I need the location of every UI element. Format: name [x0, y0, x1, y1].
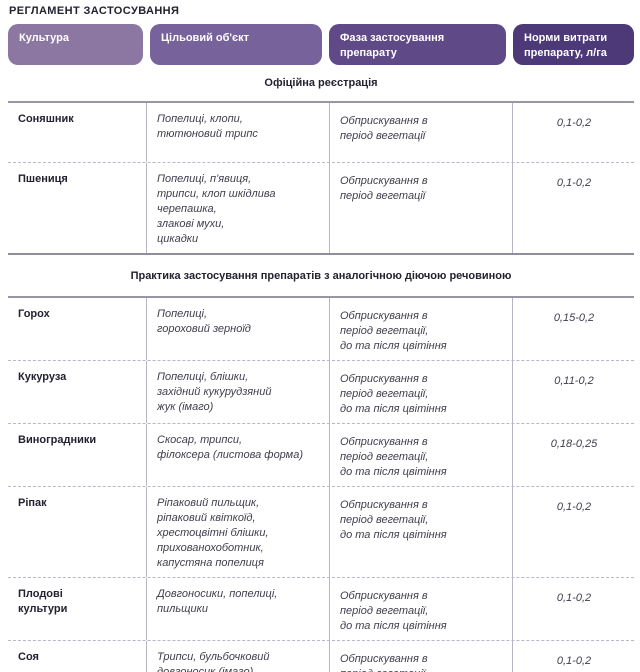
phase-cell: Обприскування в період вегетації, до та …: [330, 424, 513, 486]
crop-cell: Кукуруза: [8, 361, 147, 423]
crop-cell: Ріпак: [8, 487, 147, 577]
phase-cell: Обприскування в період вегетації, до та …: [330, 298, 513, 360]
phase-cell: Обприскування в період вегетації: [330, 641, 513, 672]
table-column-headers: Культура Цільовий об'єкт Фаза застосуван…: [8, 24, 634, 65]
phase-cell: Обприскування в період вегетації, до та …: [330, 487, 513, 577]
practice-table: Горох Попелиці, гороховий зерноїд Обприс…: [8, 296, 634, 672]
target-cell: Ріпаковий пильщик, ріпаковий квіткоїд, х…: [147, 487, 330, 577]
target-cell: Довгоносики, попелиці, пильщики: [147, 578, 330, 640]
rate-cell: 0,1-0,2: [556, 592, 592, 604]
section-heading-practice: Практика застосування препаратів з анало…: [130, 270, 512, 282]
table-row: Плодові культури Довгоносики, попелиці, …: [8, 578, 634, 641]
target-cell: Попелиці, блішки, західний кукурудзяний …: [147, 361, 330, 423]
phase-cell: Обприскування в період вегетації, до та …: [330, 361, 513, 423]
table-row: Кукуруза Попелиці, блішки, західний куку…: [8, 361, 634, 424]
rate-cell: 0,1-0,2: [556, 117, 592, 129]
column-header-crop: Культура: [8, 24, 143, 65]
rate-cell: 0,18-0,25: [550, 438, 598, 450]
crop-cell: Горох: [8, 298, 147, 360]
column-header-phase: Фаза застосування препарату: [329, 24, 506, 65]
target-cell: Попелиці, гороховий зерноїд: [147, 298, 330, 360]
column-header-target: Цільовий об'єкт: [150, 24, 322, 65]
crop-cell: Соя: [8, 641, 147, 672]
table-row: Соняшник Попелиці, клопи, тютюновий трип…: [8, 103, 634, 163]
phase-cell: Обприскування в період вегетації: [330, 103, 513, 162]
page-title: РЕГЛАМЕНТ ЗАСТОСУВАННЯ: [9, 5, 180, 17]
phase-cell: Обприскування в період вегетації, до та …: [330, 578, 513, 640]
table-row: Соя Трипси, бульбочковий довгоносик (іма…: [8, 641, 634, 672]
rate-cell: 0,1-0,2: [556, 501, 592, 513]
table-row: Горох Попелиці, гороховий зерноїд Обприс…: [8, 298, 634, 361]
section-heading-official: Офіційна реєстрація: [264, 77, 378, 89]
rate-cell: 0,15-0,2: [553, 312, 595, 324]
target-cell: Попелиці, клопи, тютюновий трипс: [147, 103, 330, 162]
crop-cell: Плодові культури: [8, 578, 147, 640]
target-cell: Попелиці, п'явиця, трипси, клоп шкідлива…: [147, 163, 330, 253]
table-row: Пшениця Попелиці, п'явиця, трипси, клоп …: [8, 163, 634, 253]
column-header-rate: Норми витрати препарату, л/га: [513, 24, 634, 65]
official-registration-table: Соняшник Попелиці, клопи, тютюновий трип…: [8, 101, 634, 255]
crop-cell: Пшениця: [8, 163, 147, 253]
crop-cell: Виноградники: [8, 424, 147, 486]
phase-cell: Обприскування в період вегетації: [330, 163, 513, 253]
crop-cell: Соняшник: [8, 103, 147, 162]
table-row: Виноградники Скосар, трипси, філоксера (…: [8, 424, 634, 487]
table-row: Ріпак Ріпаковий пильщик, ріпаковий квітк…: [8, 487, 634, 578]
rate-cell: 0,11-0,2: [554, 375, 594, 387]
target-cell: Трипси, бульбочковий довгоносик (імаго),: [147, 641, 330, 672]
target-cell: Скосар, трипси, філоксера (листова форма…: [147, 424, 330, 486]
rate-cell: 0,1-0,2: [556, 177, 592, 189]
rate-cell: 0,1-0,2: [556, 655, 592, 667]
